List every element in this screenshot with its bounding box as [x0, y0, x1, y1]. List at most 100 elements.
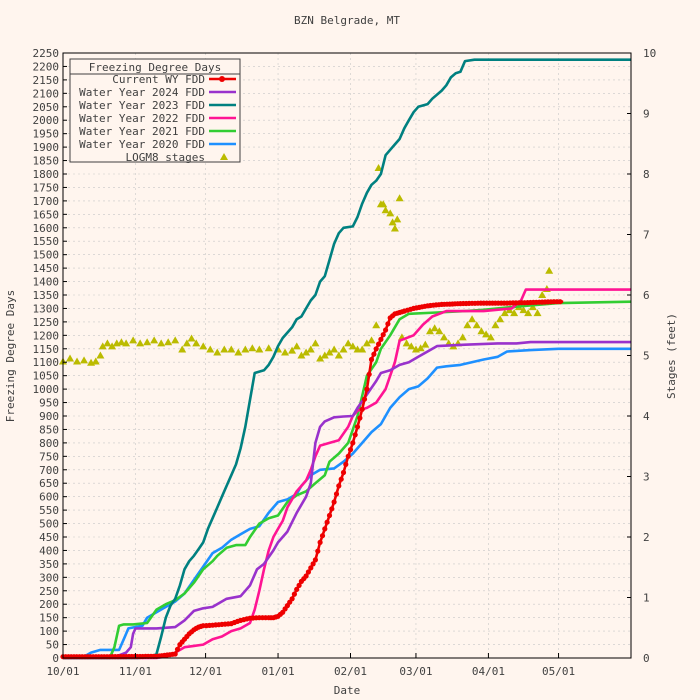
- y2-tick-label: 10: [643, 47, 656, 60]
- stage-point: [91, 357, 100, 365]
- series-point: [347, 447, 354, 453]
- y-tick-label: 950: [39, 397, 59, 410]
- series-point: [319, 533, 326, 539]
- y-tick-label: 1600: [33, 222, 60, 235]
- series-line-water-year-2020-fdd: [63, 347, 631, 660]
- stage-point: [117, 338, 126, 346]
- series-point: [333, 491, 340, 497]
- stage-point: [416, 344, 425, 352]
- stage-point: [255, 345, 264, 353]
- y-tick-label: 2100: [33, 87, 60, 100]
- legend-entry: Water Year 2023 FDD: [79, 99, 205, 112]
- stage-point: [367, 336, 376, 344]
- series-point: [366, 371, 372, 377]
- y-tick-label: 250: [39, 585, 59, 598]
- stage-point: [510, 309, 519, 317]
- stage-point: [533, 309, 542, 317]
- stage-point: [339, 345, 348, 353]
- y-tick-label: 50: [46, 639, 59, 652]
- y-tick-label: 2050: [33, 101, 60, 114]
- stage-point: [178, 345, 187, 353]
- series-point: [343, 461, 349, 467]
- y-tick-label: 150: [39, 612, 59, 625]
- y-tick-label: 1250: [33, 316, 60, 329]
- x-tick-label: 11/01: [119, 665, 152, 678]
- series-point: [315, 548, 321, 554]
- series-point: [326, 512, 333, 519]
- stage-point: [386, 209, 395, 217]
- stage-point: [374, 163, 383, 171]
- x-axis-ticks: 10/01 11/01 12/01 01/01 02/01 03/01 04/01 05/01: [46, 653, 575, 678]
- y-tick-label: 1300: [33, 302, 60, 315]
- series-point: [303, 573, 309, 579]
- series-point: [359, 406, 365, 412]
- y-tick-label: 600: [39, 491, 59, 504]
- y-tick-label: 350: [39, 558, 59, 571]
- y2-tick-label: 2: [643, 531, 650, 544]
- y-tick-label: 750: [39, 450, 59, 463]
- series-point: [345, 453, 351, 459]
- stage-point: [390, 224, 399, 232]
- stage-point: [395, 194, 404, 202]
- stage-point: [182, 339, 191, 347]
- y-tick-label: 1750: [33, 181, 60, 194]
- stage-point: [264, 344, 273, 352]
- y-tick-label: 1350: [33, 289, 60, 302]
- stage-point: [306, 345, 315, 353]
- stage-point: [330, 345, 339, 353]
- y-tick-label: 1100: [33, 356, 60, 369]
- stage-point: [381, 206, 390, 214]
- stage-point: [468, 315, 477, 323]
- series-line-water-year-2024-fdd: [63, 340, 631, 660]
- series-line-water-year-2021-fdd: [63, 300, 632, 660]
- y-axis-label: Freezing Degree Days: [4, 290, 17, 422]
- y-tick-label: 1700: [33, 195, 60, 208]
- y2-axis-ticks: 0 1 2 3 4 5 6 7 8 9 10: [627, 47, 656, 665]
- stage-point: [500, 309, 509, 317]
- y-tick-label: 300: [39, 571, 59, 584]
- stage-point: [435, 327, 444, 335]
- series-point: [352, 432, 358, 438]
- y-tick-label: 850: [39, 423, 59, 436]
- series-point: [331, 499, 337, 505]
- stage-point: [538, 291, 547, 298]
- series-point: [336, 483, 342, 489]
- y-tick-label: 1900: [33, 141, 60, 154]
- x-tick-label: 04/01: [472, 665, 505, 678]
- series-point: [310, 561, 316, 567]
- series-point: [376, 341, 382, 347]
- stage-point: [234, 348, 243, 356]
- x-tick-label: 03/01: [399, 665, 432, 678]
- stage-point: [482, 330, 491, 338]
- y2-tick-label: 7: [643, 229, 650, 242]
- stage-point: [206, 345, 215, 353]
- stage-point: [486, 333, 495, 341]
- stage-point: [171, 336, 180, 344]
- stage-point: [362, 339, 371, 347]
- stage-point: [98, 342, 107, 350]
- y-axis-ticks: 0501001502002503003504004505005506006507…: [33, 47, 67, 665]
- stage-point: [402, 339, 411, 347]
- y-tick-label: 2250: [33, 47, 60, 60]
- legend-entry: Water Year 2021 FDD: [79, 125, 205, 138]
- stage-point: [80, 356, 89, 364]
- stage-point: [157, 339, 166, 347]
- stage-point: [192, 339, 201, 347]
- y-tick-label: 1850: [33, 155, 60, 168]
- series-point: [380, 332, 386, 338]
- stage-point: [458, 333, 467, 341]
- series-layer: [59, 58, 632, 660]
- y-tick-label: 1950: [33, 128, 60, 141]
- stage-point: [103, 339, 112, 347]
- series-point: [338, 476, 344, 482]
- stage-point: [325, 348, 334, 356]
- stage-point: [164, 338, 173, 346]
- stage-point: [66, 354, 75, 362]
- stage-point: [519, 306, 528, 314]
- legend-entry: LOGM8 stages: [126, 151, 205, 164]
- stage-point: [440, 333, 449, 341]
- legend-swatch-point: [219, 76, 225, 82]
- stage-point: [388, 218, 397, 226]
- series-point: [289, 596, 295, 602]
- stage-point: [122, 339, 131, 347]
